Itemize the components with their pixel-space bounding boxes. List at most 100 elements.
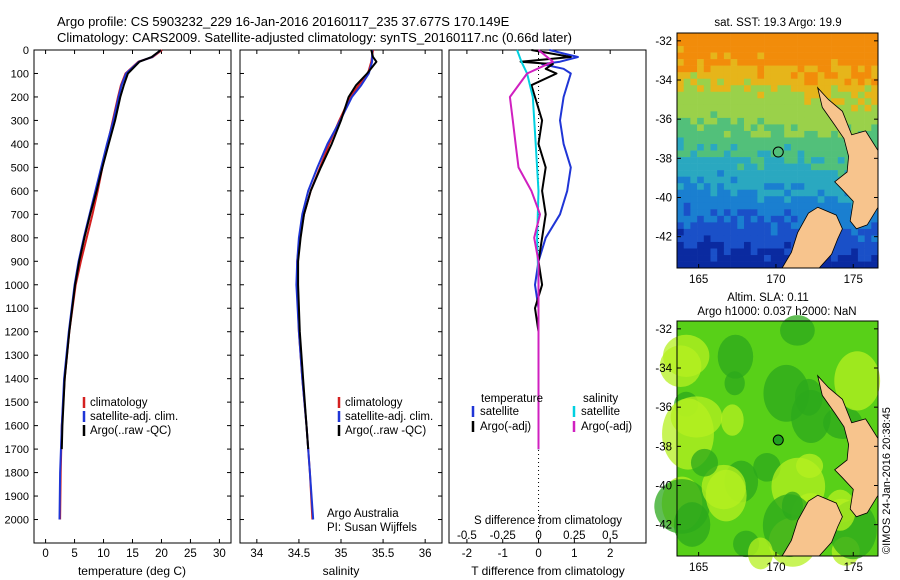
depth-tick-label: 0 [23,45,29,57]
s-tick-label: -0.5 [457,530,477,542]
x-tick-label: 20 [155,548,168,560]
sla-map-field [654,315,881,570]
temperature-axis: 0 5 10 15 20 25 30 [42,50,226,560]
x-tick-label: 36 [419,548,432,560]
legend-satellite-adj: satellite-adj. clim. [90,411,178,423]
lat-tick-label: -38 [655,441,672,453]
header-title-line1: Argo profile: CS 5903232_229 16-Jan-2016… [57,14,510,29]
lon-tick-label: 170 [766,562,785,574]
salinity-depth-ticks [240,49,442,521]
depth-tick-label: 1000 [5,280,29,292]
s-difference-axis-label: S difference from climatology [474,515,622,527]
lat-tick-label: -40 [655,193,672,205]
s-tick-label: 0 [535,530,541,542]
lon-tick-label: 170 [766,274,785,286]
legend-climatology: climatology [90,397,148,409]
sla-map: Altim. SLA: 0.11 Argo h1000: 0.037 h2000… [654,292,881,574]
legend-satellite-adj: satellite-adj. clim. [345,411,433,423]
sla-map-title2: Argo h1000: 0.037 h2000: NaN [697,306,856,318]
depth-tick-label: 900 [11,256,29,268]
lat-tick-label: -42 [655,520,672,532]
series-line-salinity-argo-adj- [508,49,554,450]
salinity-axis: 34 34.5 35 35.5 36 [250,50,432,560]
depth-tick-label: 1500 [5,397,29,409]
depth-tick-label: 2000 [5,515,29,527]
lat-tick-label: -32 [655,324,672,336]
depth-tick-label: 600 [11,186,29,198]
x-tick-label: 30 [213,548,226,560]
header-title-line2: Climatology: CARS2009. Satellite-adjuste… [57,30,572,45]
series-line-argo-raw-qc- [297,49,378,450]
depth-tick-label: 1300 [5,350,29,362]
depth-tick-label: 1200 [5,327,29,339]
series-line-temperature-argo-adj- [519,49,572,450]
depth-tick-label: 1400 [5,374,29,386]
depth-tick-label: 500 [11,162,29,174]
depth-tick-label: 1100 [5,303,29,315]
lat-tick-label: -38 [655,153,672,165]
sst-map: sat. SST: 19.3 Argo: 19.9 -32 -34 -36 -38 -4… [655,17,879,286]
depth-tick-label: 1900 [5,491,29,503]
x-tick-label: 2 [607,548,613,560]
temperature-legend: climatology satellite-adj. clim. Argo(..… [82,397,178,437]
lon-tick-label: 165 [689,562,708,574]
x-tick-label: -1 [498,548,508,560]
temperature-axis-label: temperature (deg C) [78,564,186,578]
difference-series [508,49,579,450]
lat-tick-label: -34 [655,75,672,87]
salinity-series [295,49,378,520]
depth-tick-label: 800 [11,233,29,245]
x-tick-label: 0 [42,548,48,560]
s-tick-label: 0.25 [563,530,585,542]
depth-tick-label: 700 [11,209,29,221]
x-tick-label: 35 [335,548,348,560]
legend-temperature-satellite: satellite [480,406,519,418]
lon-tick-label: 175 [844,562,863,574]
lat-tick-label: -42 [655,232,672,244]
legend-salinity-argo: Argo(-adj) [581,421,632,433]
x-tick-label: -2 [462,548,472,560]
legend-salinity-heading: salinity [583,393,618,405]
depth-tick-label: 300 [11,115,29,127]
depth-tick-label: 1700 [5,444,29,456]
sla-map-argo-location [772,434,784,446]
difference-profile-panel: -2 -1 0 1 2 -0.5 -0.25 0 0.25 0.5 S difference fr… [448,49,647,578]
x-tick-label: 1 [571,548,577,560]
imos-credit: ©IMOS 24-Jan-2016 20:38:45 [881,407,893,554]
depth-axis: 0 100 200 300 400 500 600 700 800 900 1000 1100 1200… [5,45,231,527]
s-tick-label: -0.25 [490,530,516,542]
legend-climatology: climatology [345,397,403,409]
x-tick-label: 35.5 [372,548,394,560]
legend-salinity-satellite: satellite [581,406,620,418]
depth-tick-label: 1800 [5,468,29,480]
lon-tick-label: 165 [689,274,708,286]
salinity-axis-label: salinity [323,564,360,578]
legend-argo-raw: Argo(..raw -QC) [345,425,426,437]
lat-tick-label: -32 [655,36,672,48]
depth-tick-label: 400 [11,139,29,151]
x-tick-label: 0 [535,548,541,560]
legend-temperature-argo: Argo(-adj) [480,421,531,433]
t-difference-axis-label: T difference from climatology [471,564,625,578]
x-tick-label: 34.5 [288,548,310,560]
series-line-argo-raw-qc- [60,49,162,450]
x-tick-label: 25 [184,548,197,560]
salinity-profile-panel: 34 34.5 35 35.5 36 salinity climatology sate… [239,49,443,578]
depth-tick-label: 200 [11,92,29,104]
affiliation-line2: PI: Susan Wijffels [327,522,417,534]
x-tick-label: 10 [97,548,110,560]
x-tick-label: 34 [250,548,263,560]
lon-tick-label: 175 [844,274,863,286]
depth-tick-label: 1600 [5,421,29,433]
legend-argo-raw: Argo(..raw -QC) [90,425,171,437]
lat-tick-label: -36 [655,402,672,414]
s-tick-label: 0.5 [602,530,618,542]
difference-legend: temperature satellite Argo(-adj) salinit… [471,393,632,433]
x-tick-label: 15 [126,548,139,560]
sst-map-ticks: -32 -34 -36 -38 -40 -42 165 170 175 [655,36,878,286]
affiliation-line1: Argo Australia [327,508,399,520]
sst-map-title: sat. SST: 19.3 Argo: 19.9 [714,17,841,29]
difference-axis: -2 -1 0 1 2 -0.5 -0.25 0 0.25 0.5 [457,50,618,560]
sst-map-argo-location [772,146,784,158]
